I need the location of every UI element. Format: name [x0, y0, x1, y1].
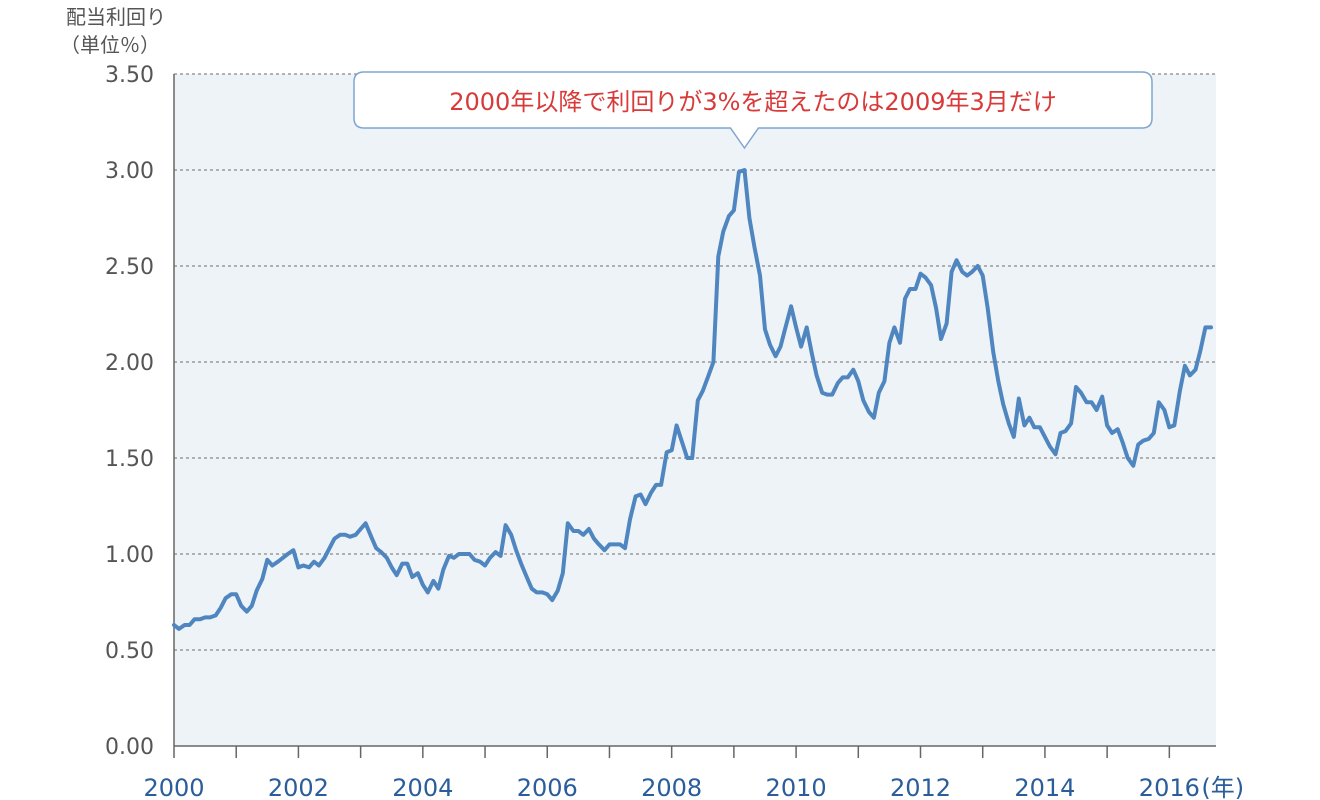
x-tick-label: 2008: [641, 774, 702, 800]
series-line: [172, 168, 1213, 631]
x-tick-label: 2014: [1014, 774, 1075, 800]
x-tick-label: 2012: [890, 774, 951, 800]
x-tick-label: 2004: [392, 774, 453, 800]
y-tick-label: 0.00: [105, 735, 154, 760]
y-axis-label-line2: （単位％）: [60, 33, 160, 57]
x-tick-label: 2000: [143, 774, 204, 800]
x-tick-label: 2006: [517, 774, 578, 800]
annotation-text: 2000年以降で利回りが3%を超えたのは2009年3月だけ: [449, 88, 1057, 116]
y-tick-label: 0.50: [105, 639, 154, 664]
x-tick-label: 2016: [1139, 774, 1200, 800]
x-tick-label: 2010: [766, 774, 827, 800]
y-tick-label: 2.00: [105, 351, 154, 376]
y-tick-label: 1.50: [105, 447, 154, 472]
x-tick-label: 2002: [268, 774, 329, 800]
annotation-callout: 2000年以降で利回りが3%を超えたのは2009年3月だけ: [353, 71, 1153, 150]
y-tick-label: 3.00: [105, 159, 154, 184]
y-tick-label: 2.50: [105, 255, 154, 280]
annotation-box: [353, 71, 1153, 150]
y-axis-label-line1: 配当利回り: [66, 5, 166, 29]
x-axis-unit: (年): [1201, 774, 1244, 800]
y-tick-label: 1.00: [105, 543, 154, 568]
y-tick-label: 3.50: [105, 63, 154, 88]
